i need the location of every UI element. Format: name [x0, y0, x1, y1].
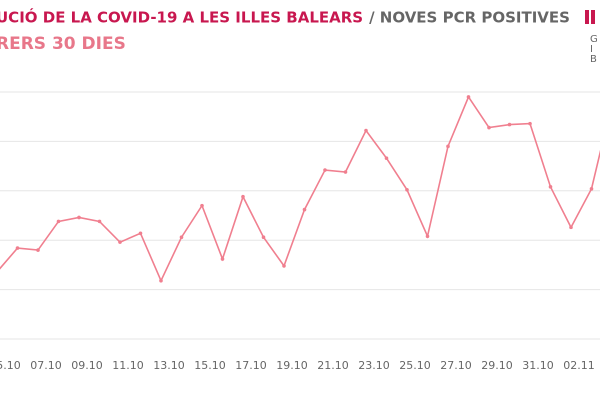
- x-tick-label: 15.10: [194, 359, 226, 372]
- data-point: [118, 240, 122, 244]
- logo-mark: [591, 10, 595, 24]
- x-tick-label: 19.10: [276, 359, 308, 372]
- data-point: [138, 231, 143, 236]
- x-tick-label: 05.10: [0, 359, 21, 372]
- data-point: [97, 219, 102, 224]
- data-point: [15, 246, 20, 250]
- x-tick-label: 07.10: [30, 359, 62, 372]
- data-point: [56, 219, 61, 224]
- x-tick-label: 17.10: [235, 359, 267, 372]
- data-point: [548, 185, 553, 189]
- data-point: [159, 278, 163, 283]
- x-tick-label: 09.10: [71, 359, 103, 372]
- data-point: [528, 121, 532, 126]
- data-point: [261, 235, 266, 240]
- data-point: [466, 95, 471, 99]
- data-point: [487, 125, 491, 130]
- logo-text: I: [590, 44, 593, 55]
- x-tick-label: 21.10: [317, 359, 349, 372]
- data-point: [220, 257, 225, 261]
- logo-text: G: [590, 34, 598, 45]
- x-tick-label: 13.10: [153, 359, 185, 372]
- data-point: [364, 128, 368, 133]
- data-point: [323, 168, 327, 172]
- logo-mark: [585, 10, 589, 24]
- logo-text: B: [590, 54, 597, 65]
- data-point: [446, 144, 450, 149]
- data-point: [343, 170, 348, 174]
- data-point: [507, 122, 512, 127]
- x-tick-label: 02.11: [563, 359, 595, 372]
- data-point: [179, 235, 184, 240]
- x-tick-label: 23.10: [358, 359, 390, 372]
- data-point: [302, 207, 307, 212]
- x-tick-label: 29.10: [481, 359, 513, 372]
- data-point: [241, 194, 245, 199]
- chart-subtitle: RERS 30 DIES: [0, 34, 126, 54]
- chart-title: UCIÓ DE LA COVID-19 A LES ILLES BALEARS: [0, 8, 363, 27]
- x-tick-label: 25.10: [399, 359, 431, 372]
- logo: G I B: [585, 10, 598, 65]
- data-point: [589, 187, 594, 191]
- data-point: [77, 215, 81, 220]
- data-point: [569, 225, 573, 230]
- data-point: [200, 203, 204, 208]
- x-tick-label: 31.10: [522, 359, 554, 372]
- data-point: [425, 234, 430, 239]
- data-point: [282, 264, 286, 268]
- chart-title-suffix: / NOVES PCR POSITIVES: [369, 9, 570, 27]
- data-point: [384, 156, 389, 160]
- x-tick-label: 27.10: [440, 359, 472, 372]
- data-point: [36, 248, 40, 252]
- x-tick-label: 11.10: [112, 359, 144, 372]
- data-point: [405, 188, 409, 192]
